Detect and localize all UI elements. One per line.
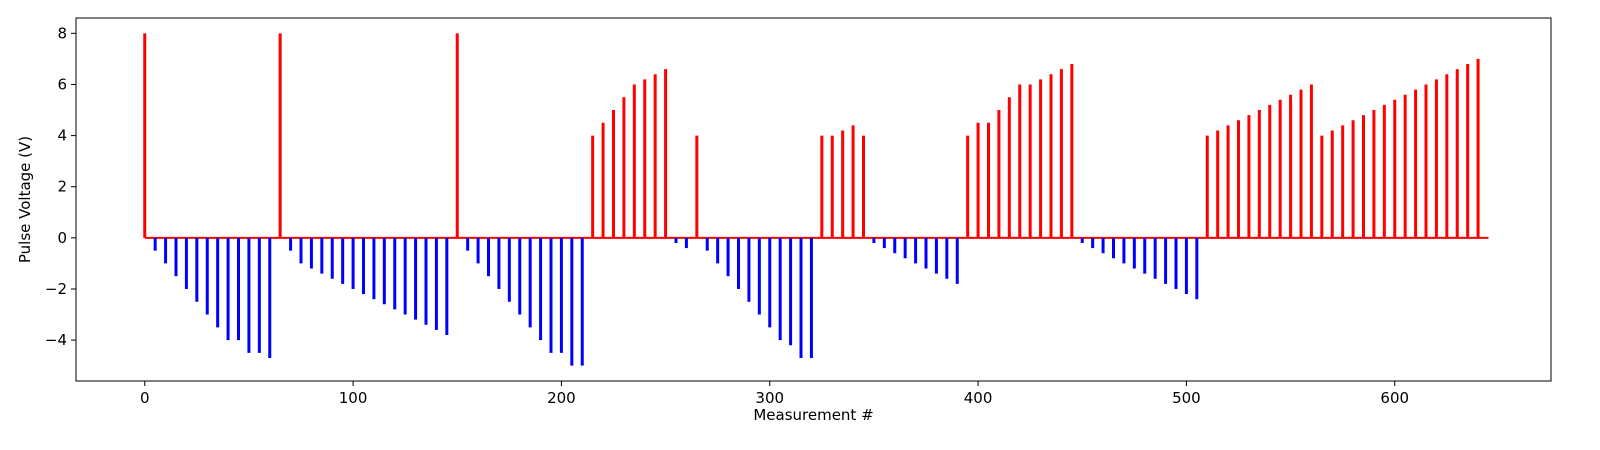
x-tick-label: 400 [964, 389, 993, 407]
y-tick-label: 6 [57, 75, 67, 93]
y-tick-label: 0 [57, 229, 67, 247]
x-tick-label: 0 [140, 389, 150, 407]
x-tick-label: 500 [1172, 389, 1201, 407]
plot-frame [75, 17, 1552, 382]
x-axis-label: Measurement # [753, 406, 873, 424]
y-tick-label: −4 [45, 331, 67, 349]
x-tick-label: 200 [547, 389, 576, 407]
y-tick-label: 2 [57, 178, 67, 196]
y-tick-label: 4 [57, 127, 67, 145]
pulse-marks [143, 33, 1489, 366]
y-axis-label: Pulse Voltage (V) [16, 136, 34, 263]
x-tick-label: 600 [1380, 389, 1409, 407]
y-tick-label: −2 [45, 280, 67, 298]
axis-ticks: 0 100 200 300 400 500 600 −4 −2 0 2 4 6 8 [45, 24, 1409, 407]
x-tick-label: 100 [339, 389, 368, 407]
x-tick-label: 300 [755, 389, 784, 407]
y-tick-label: 8 [57, 24, 67, 42]
